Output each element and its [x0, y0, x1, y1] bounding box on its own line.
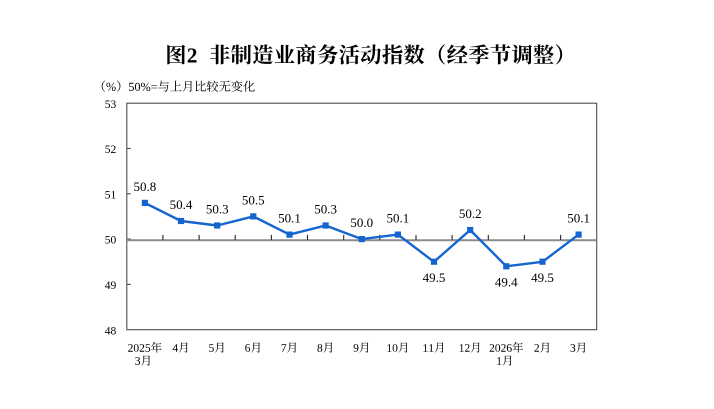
svg-text:50: 50	[105, 235, 117, 247]
svg-text:53: 53	[105, 99, 117, 111]
svg-text:50.3: 50.3	[314, 202, 337, 217]
svg-text:50.1: 50.1	[567, 211, 590, 226]
svg-text:50.5: 50.5	[242, 192, 265, 207]
svg-text:50.3: 50.3	[206, 202, 229, 217]
svg-text:49: 49	[105, 280, 117, 292]
svg-text:50.0: 50.0	[350, 215, 373, 230]
svg-text:50.8: 50.8	[134, 179, 157, 194]
svg-text:50.1: 50.1	[278, 211, 301, 226]
svg-text:49.4: 49.4	[495, 274, 518, 289]
svg-text:50.4: 50.4	[170, 197, 193, 212]
svg-text:52: 52	[105, 144, 117, 156]
svg-text:49.5: 49.5	[531, 270, 554, 285]
svg-text:49.5: 49.5	[423, 270, 446, 285]
svg-text:50.1: 50.1	[387, 211, 410, 226]
svg-text:50.2: 50.2	[459, 206, 482, 221]
svg-text:48: 48	[105, 325, 117, 337]
svg-text:51: 51	[105, 189, 117, 201]
